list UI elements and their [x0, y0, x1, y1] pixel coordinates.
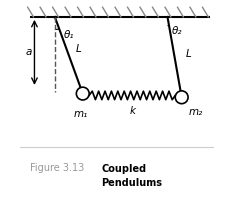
Text: θ₂: θ₂ — [172, 26, 182, 36]
Text: Coupled
Pendulums: Coupled Pendulums — [102, 164, 162, 188]
Text: Figure 3.13: Figure 3.13 — [29, 164, 84, 173]
Text: k: k — [129, 106, 135, 115]
Text: θ₁: θ₁ — [64, 30, 75, 40]
Text: m₂: m₂ — [189, 107, 203, 117]
Text: L: L — [185, 49, 191, 59]
Text: L: L — [76, 45, 81, 54]
Text: a: a — [25, 47, 32, 57]
Circle shape — [76, 87, 89, 100]
Text: m₁: m₁ — [74, 109, 88, 119]
Circle shape — [175, 91, 188, 104]
